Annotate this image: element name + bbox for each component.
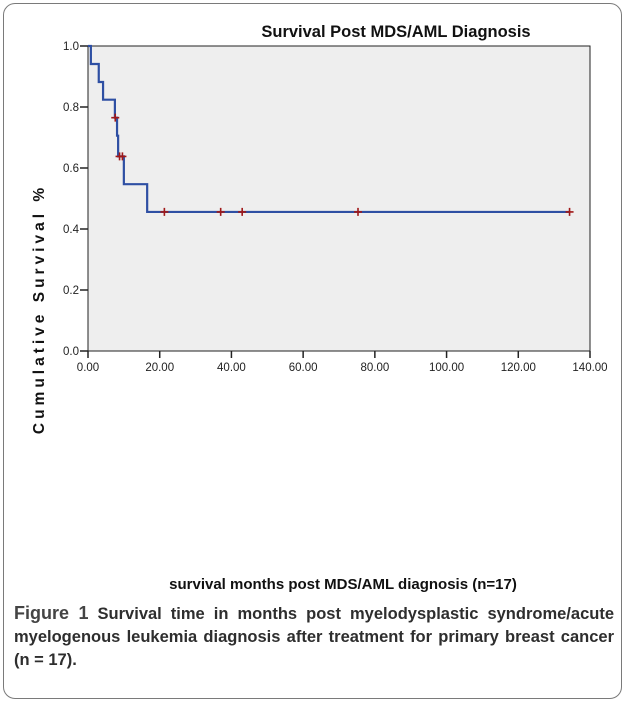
x-tick-label: 80.00	[360, 362, 389, 374]
censor-marks	[111, 113, 574, 216]
survival-chart: Survival Post MDS/AML Diagnosis 0.00.20.…	[31, 23, 608, 593]
censor-mark	[216, 207, 225, 216]
y-tick-label: 0.0	[63, 346, 79, 358]
y-tick-label: 0.6	[63, 163, 79, 175]
x-tick-label: 120.00	[501, 362, 536, 374]
caption-text: Survival time in months post myelodyspla…	[14, 605, 614, 669]
x-tick-label: 140.00	[572, 362, 607, 374]
y-tick-label: 0.8	[63, 102, 79, 114]
caption-label: Figure 1	[14, 603, 89, 623]
x-tick-label: 100.00	[429, 362, 464, 374]
x-tick-label: 40.00	[217, 362, 246, 374]
y-tick-label: 1.0	[63, 41, 79, 53]
censor-mark	[118, 152, 127, 161]
figure-caption: Figure 1 Survival time in months post my…	[14, 602, 614, 672]
x-axis: 0.00 20.00 40.00 60.00 80.00 100.00 120.00 140.…	[77, 351, 608, 374]
x-tick-label: 20.00	[145, 362, 174, 374]
y-tick-label: 0.4	[63, 224, 80, 236]
censor-mark	[160, 207, 169, 216]
plot-area	[87, 45, 591, 352]
chart-title: Survival Post MDS/AML Diagnosis	[261, 23, 530, 41]
x-axis-label: survival months post MDS/AML diagnosis (…	[169, 576, 517, 593]
censor-mark	[111, 113, 120, 122]
censor-mark	[565, 207, 574, 216]
censor-mark	[238, 207, 247, 216]
x-tick-label: 60.00	[289, 362, 318, 374]
y-axis: 0.0 0.2 0.4 0.6 0.8 1.0	[63, 41, 88, 358]
censor-mark	[354, 207, 363, 216]
y-axis-label: Cumulative Survival %	[31, 184, 48, 434]
x-tick-label: 0.00	[77, 362, 99, 374]
y-tick-label: 0.2	[63, 285, 79, 297]
